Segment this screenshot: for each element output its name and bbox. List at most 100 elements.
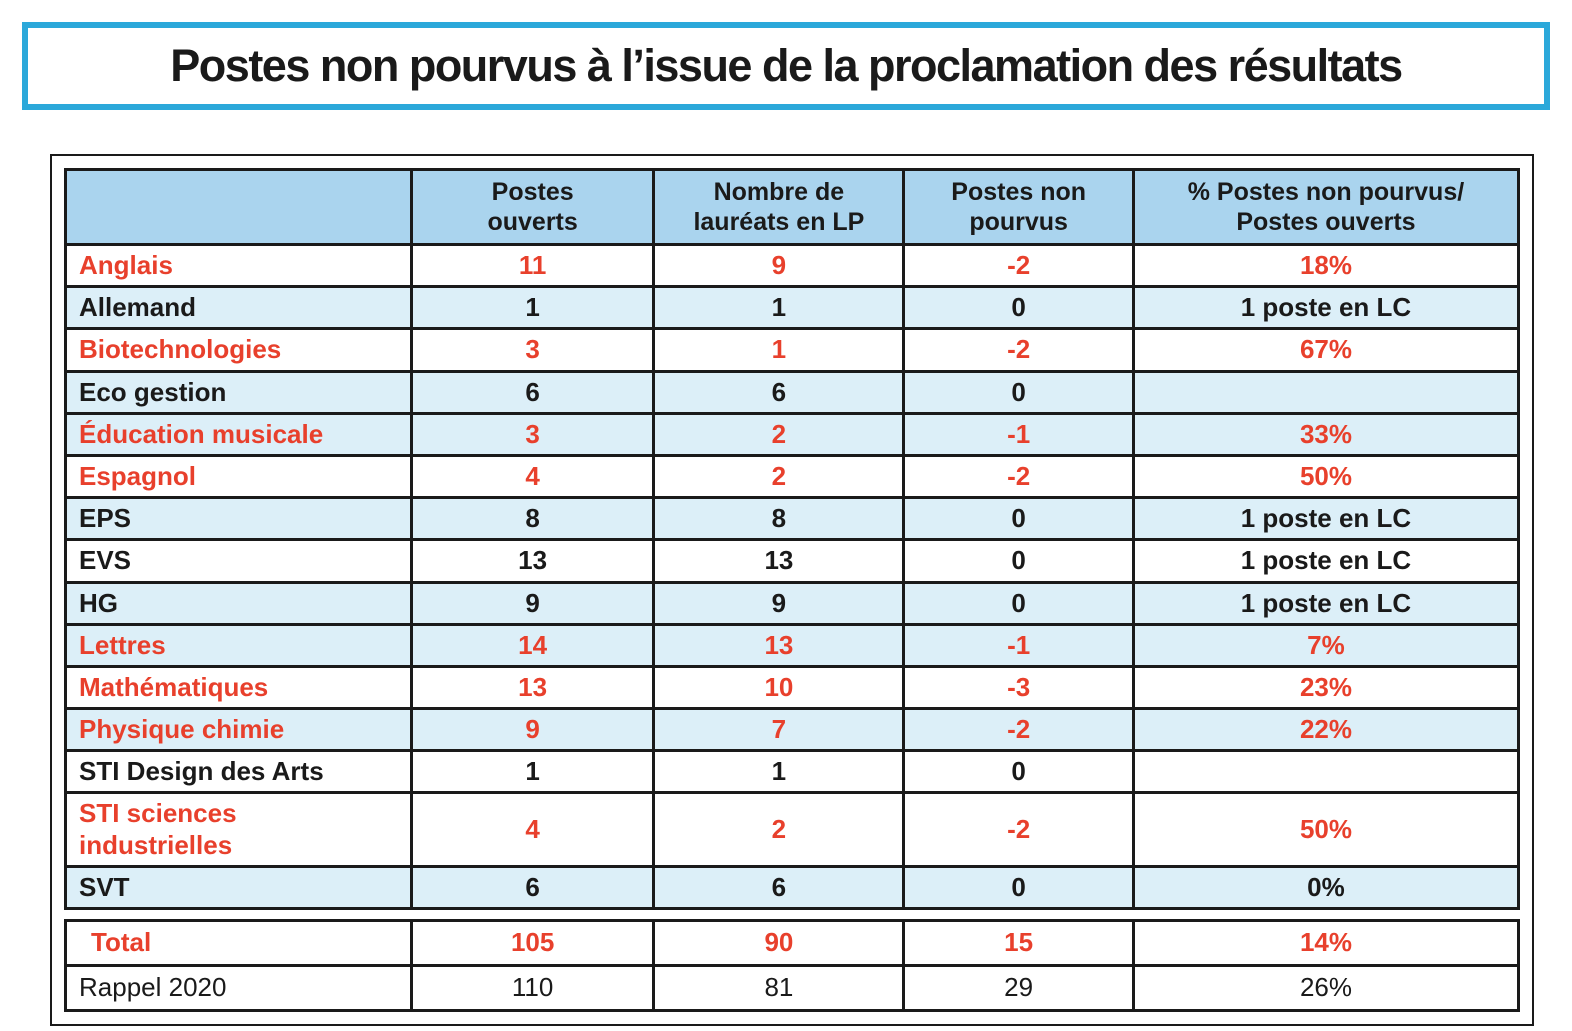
row-label: Anglais: [64, 242, 413, 289]
column-header-postes-non-pourvus: Postes non pourvus: [902, 168, 1135, 246]
cell-value: 10: [652, 664, 906, 711]
cell-value: -1: [902, 622, 1135, 668]
table-container: Postes ouverts Nombre de lauréats en LP …: [50, 154, 1534, 1026]
table-row: SVT 6 6 0 0%: [64, 864, 1521, 911]
table-row: STI sciences industrielles 4 2 -2 50%: [64, 791, 1521, 868]
cell-value: 13: [409, 664, 656, 711]
cell-value: 0%: [1131, 864, 1521, 911]
cell-value: 14%: [1131, 919, 1521, 967]
table-row: Physique chimie 9 7 -2 22%: [64, 707, 1521, 753]
cell-value: 6: [652, 369, 906, 415]
cell-value: 13: [652, 622, 906, 668]
cell-value: 26%: [1131, 964, 1521, 1012]
cell-value: 50%: [1131, 453, 1521, 500]
cell-value: 0: [902, 580, 1135, 626]
cell-value: -2: [902, 242, 1135, 289]
cell-value: 6: [409, 369, 656, 415]
cell-value: 29: [902, 964, 1135, 1012]
cell-value: 6: [652, 864, 906, 911]
cell-value: 23%: [1131, 664, 1521, 711]
page-title: Postes non pourvus à l’issue de la procl…: [170, 40, 1403, 91]
cell-value: 33%: [1131, 411, 1521, 457]
cell-value: 90: [652, 919, 906, 967]
cell-value: 9: [409, 580, 656, 626]
cell-value: 3: [409, 411, 656, 457]
table-row: Rappel 2020 110 81 29 26%: [64, 964, 1521, 1012]
cell-value: 0: [902, 864, 1135, 911]
row-label: Espagnol: [64, 453, 413, 500]
cell-value: 9: [409, 707, 656, 753]
cell-value: [1131, 749, 1521, 795]
cell-value: 8: [652, 496, 906, 542]
cell-value: 1: [652, 327, 906, 373]
row-label: Physique chimie: [64, 707, 413, 753]
cell-value: -1: [902, 411, 1135, 457]
cell-value: 1 poste en LC: [1131, 496, 1521, 542]
cell-value: 1 poste en LC: [1131, 538, 1521, 584]
cell-value: 0: [902, 369, 1135, 415]
header-row: Postes ouverts Nombre de lauréats en LP …: [64, 168, 1521, 246]
cell-value: 15: [902, 919, 1135, 967]
cell-value: 1 poste en LC: [1131, 580, 1521, 626]
row-label: EVS: [64, 538, 413, 584]
cell-value: -2: [902, 453, 1135, 500]
results-table: Postes ouverts Nombre de lauréats en LP …: [64, 168, 1521, 911]
cell-value: 9: [652, 242, 906, 289]
cell-value: 2: [652, 453, 906, 500]
cell-value: 1 poste en LC: [1131, 285, 1521, 331]
row-label: Allemand: [64, 285, 413, 331]
cell-value: 13: [652, 538, 906, 584]
row-label: Lettres: [64, 622, 413, 668]
cell-value: 9: [652, 580, 906, 626]
cell-value: 1: [409, 285, 656, 331]
table-row: Mathématiques 13 10 -3 23%: [64, 664, 1521, 711]
row-label: Éducation musicale: [64, 411, 413, 457]
cell-value: 110: [409, 964, 656, 1012]
cell-value: 1: [652, 285, 906, 331]
cell-value: 0: [902, 538, 1135, 584]
row-label: Rappel 2020: [64, 964, 413, 1012]
cell-value: 14: [409, 622, 656, 668]
cell-value: 7%: [1131, 622, 1521, 668]
cell-value: 50%: [1131, 791, 1521, 868]
cell-value: 13: [409, 538, 656, 584]
cell-value: -3: [902, 664, 1135, 711]
cell-value: 4: [409, 791, 656, 868]
cell-value: 105: [409, 919, 656, 967]
cell-value: [1131, 369, 1521, 415]
row-label: STI Design des Arts: [64, 749, 413, 795]
cell-value: -2: [902, 791, 1135, 868]
table-row: Anglais 11 9 -2 18%: [64, 242, 1521, 289]
table-row: Allemand 1 1 0 1 poste en LC: [64, 285, 1521, 331]
cell-value: 2: [652, 411, 906, 457]
cell-value: 3: [409, 327, 656, 373]
cell-value: 8: [409, 496, 656, 542]
row-label: Mathématiques: [64, 664, 413, 711]
table-row: Biotechnologies 3 1 -2 67%: [64, 327, 1521, 373]
cell-value: 1: [652, 749, 906, 795]
column-header-postes-ouverts: Postes ouverts: [409, 168, 656, 246]
cell-value: 22%: [1131, 707, 1521, 753]
row-label: SVT: [64, 864, 413, 911]
cell-value: 4: [409, 453, 656, 500]
cell-value: 2: [652, 791, 906, 868]
summary-table: Total 105 90 15 14% Rappel 2020 110 81 29 26%: [64, 919, 1521, 1012]
column-header-pct-non-pourvus: % Postes non pourvus/ Postes ouverts: [1131, 168, 1521, 246]
table-row: STI Design des Arts 1 1 0: [64, 749, 1521, 795]
title-box: Postes non pourvus à l’issue de la procl…: [22, 22, 1550, 110]
cell-value: 81: [652, 964, 906, 1012]
row-label: Eco gestion: [64, 369, 413, 415]
column-header-discipline: [64, 168, 413, 246]
cell-value: 0: [902, 749, 1135, 795]
table-row: HG 9 9 0 1 poste en LC: [64, 580, 1521, 626]
cell-value: 7: [652, 707, 906, 753]
row-label: Biotechnologies: [64, 327, 413, 373]
cell-value: 0: [902, 496, 1135, 542]
cell-value: -2: [902, 327, 1135, 373]
cell-value: 67%: [1131, 327, 1521, 373]
row-label: Total: [64, 919, 413, 967]
table-row: EPS 8 8 0 1 poste en LC: [64, 496, 1521, 542]
cell-value: 0: [902, 285, 1135, 331]
row-label: EPS: [64, 496, 413, 542]
